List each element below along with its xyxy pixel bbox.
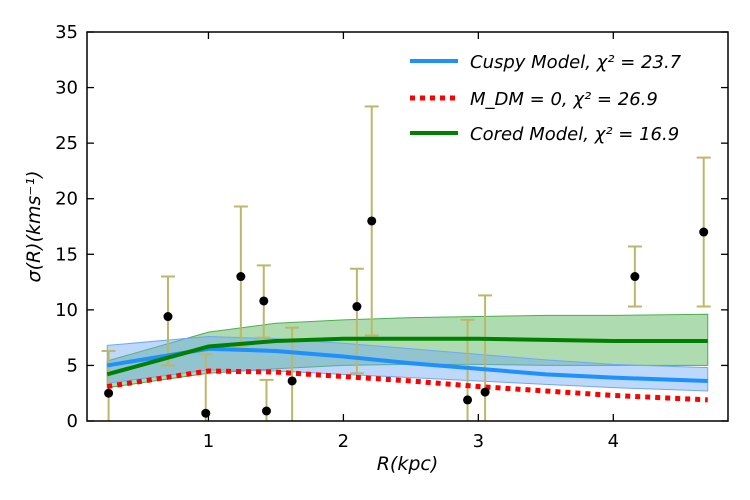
data-point	[259, 296, 269, 306]
plot-frame	[86, 31, 729, 422]
y-tick-label: 25	[55, 133, 78, 154]
no-dark-matter-line	[106, 368, 708, 403]
legend-label: Cored Model, χ² = 16.9	[470, 124, 679, 145]
x-axis-label: R(kpc)	[377, 453, 439, 475]
data-point	[163, 312, 173, 322]
y-tick-label: 20	[55, 189, 78, 210]
y-tick-label: 15	[55, 244, 78, 265]
legend-label: M_DM = 0, χ² = 26.9	[470, 89, 658, 110]
y-tick-label: 30	[55, 78, 78, 99]
axes: 1 2 3 4 0 5 10 15 20 25 30 35	[55, 22, 729, 452]
error-bar	[478, 294, 493, 421]
cuspy-model-line	[106, 346, 708, 383]
data-points	[104, 216, 709, 418]
data-point	[287, 376, 297, 386]
data-point	[104, 388, 114, 398]
data-point	[236, 272, 246, 282]
data-point	[367, 216, 377, 226]
y-tick-label: 5	[67, 355, 78, 376]
error-bar	[285, 326, 300, 421]
y-tick-label: 35	[55, 22, 78, 43]
data-point	[463, 395, 473, 405]
x-tick-label: 4	[608, 431, 619, 452]
cored-model-line	[106, 336, 708, 377]
error-bar	[349, 267, 364, 375]
data-point	[352, 302, 362, 312]
legend: Cuspy Model, χ² = 23.7 M_DM = 0, χ² = 26.…	[410, 52, 682, 145]
y-tick-label: 10	[55, 300, 78, 321]
x-tick-label: 1	[203, 431, 214, 452]
model-lines	[106, 336, 708, 403]
data-point	[261, 406, 271, 416]
y-axis-label: σ(R)(kms⁻¹)	[23, 171, 45, 283]
data-point	[480, 387, 490, 397]
legend-label: Cuspy Model, χ² = 23.7	[470, 52, 682, 73]
y-tick-label: 0	[67, 411, 78, 432]
data-point	[699, 227, 709, 237]
data-point	[630, 272, 640, 282]
x-tick-label: 2	[338, 431, 349, 452]
x-tick-label: 3	[473, 431, 484, 452]
